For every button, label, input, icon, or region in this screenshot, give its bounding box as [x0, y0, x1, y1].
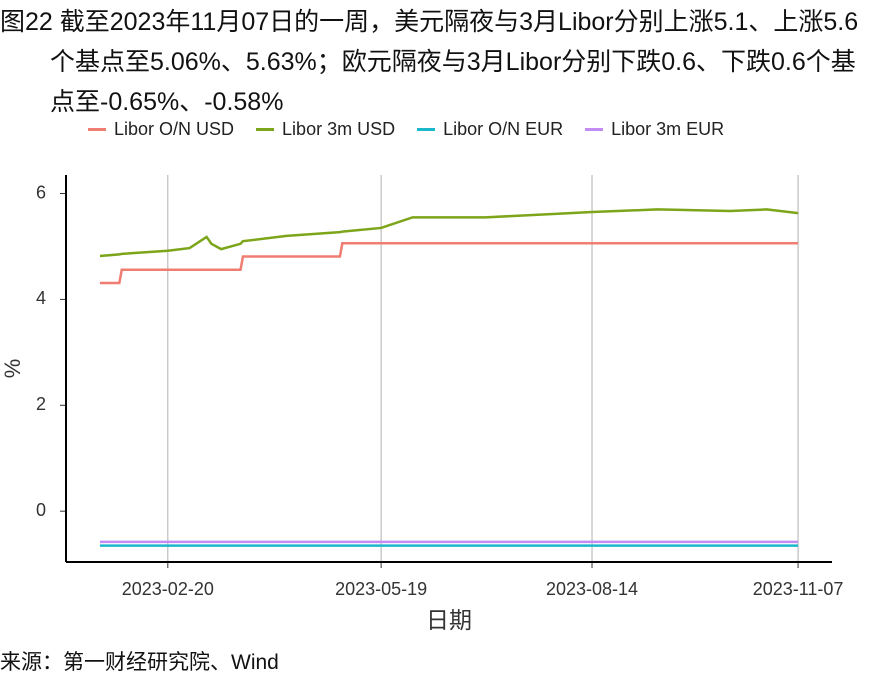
y-tick-label: 4: [36, 288, 46, 308]
legend: Libor O/N USD Libor 3m USD Libor O/N EUR Li…: [88, 119, 724, 140]
legend-label: Libor 3m USD: [282, 119, 396, 139]
legend-item: Libor 3m USD: [256, 119, 395, 140]
legend-item: Libor 3m EUR: [585, 119, 724, 140]
legend-item: Libor O/N EUR: [417, 119, 563, 140]
y-tick-label: 6: [36, 182, 46, 202]
source-note: 来源：第一财经研究院、Wind: [0, 651, 279, 674]
x-axis-label: 日期: [426, 607, 472, 633]
legend-swatch: [417, 128, 436, 131]
x-tick-label: 2023-02-20: [122, 579, 214, 599]
legend-swatch: [88, 128, 106, 131]
legend-label: Libor 3m EUR: [611, 119, 725, 139]
series-line: [99, 242, 799, 285]
legend-swatch: [585, 128, 604, 131]
chart-title: 图22 截至2023年11月07日的一周，美元隔夜与3月Libor分别上涨5.1…: [0, 8, 859, 116]
y-tick-label: 2: [36, 394, 46, 414]
y-axis-label: %: [0, 359, 25, 379]
legend-label: Libor O/N EUR: [443, 119, 564, 139]
series-line: [99, 208, 799, 258]
legend-item: Libor O/N USD: [88, 119, 234, 140]
y-tick-label: 0: [36, 500, 46, 520]
x-tick-label: 2023-11-07: [753, 579, 844, 599]
x-tick-label: 2023-08-14: [546, 579, 638, 599]
legend-swatch: [256, 128, 275, 131]
x-tick-label: 2023-05-19: [335, 579, 427, 599]
legend-label: Libor O/N USD: [114, 119, 235, 139]
